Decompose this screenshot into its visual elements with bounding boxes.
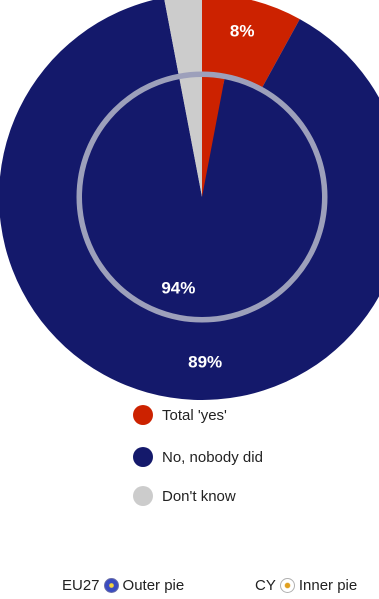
legend-swatch-dont-know [133,486,153,506]
legend-label: Don't know [162,487,236,505]
legend-item-dont-know: Don't know [133,485,236,507]
data-label-inner-no-nobody-did: 94% [161,278,195,297]
data-labels: 8% 89% 94% [161,21,254,371]
inner-slice-don-t-know [179,77,202,197]
footer-outer-name: EU27 [62,576,100,594]
legend-item-no-nobody-did: No, nobody did [133,446,263,468]
legend-swatch-total-yes [133,405,153,425]
eu-flag-icon [103,577,119,593]
inner-slice-total-yes [202,77,225,197]
legend-label: Total 'yes' [162,406,227,424]
cyprus-flag-icon [279,577,295,593]
pie-chart: 8% 89% 94% [0,0,379,400]
footer-outer: EU27 Outer pie [62,575,184,595]
legend-item-total-yes: Total 'yes' [133,404,227,426]
legend-label: No, nobody did [162,448,263,466]
data-label-outer-total-yes: 8% [230,21,255,40]
footer-inner: CY Inner pie [255,575,357,595]
data-label-outer-no-nobody-did: 89% [188,352,222,371]
footer-inner-label: Inner pie [298,576,358,594]
inner-slice-no-nobody-did [82,79,323,318]
footer-inner-name: CY [255,576,276,594]
inner-pie [82,77,323,318]
footer-outer-label: Outer pie [122,576,185,594]
legend-swatch-no-nobody-did [133,447,153,467]
